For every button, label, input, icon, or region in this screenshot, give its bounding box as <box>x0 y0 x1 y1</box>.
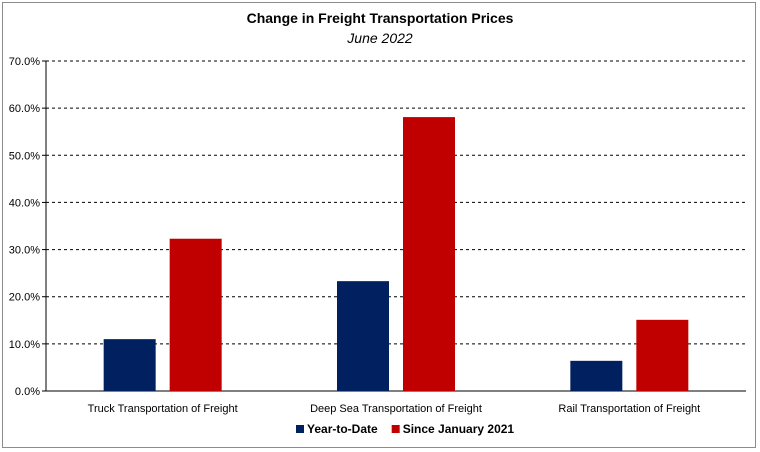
bar-since-january-2021 <box>403 117 455 391</box>
category-label: Truck Transportation of Freight <box>88 403 238 415</box>
legend-swatch <box>391 425 400 433</box>
legend-swatch <box>296 425 304 433</box>
bar-since-january-2021 <box>169 238 222 391</box>
y-tick-label: 70.0% <box>9 56 40 68</box>
y-tick-label: 40.0% <box>9 197 40 209</box>
legend-label: Since January 2021 <box>403 422 515 436</box>
y-tick-label: 60.0% <box>9 103 40 115</box>
y-tick-label: 0.0% <box>15 386 40 398</box>
bar-year-to-date <box>103 339 156 391</box>
category-label: Deep Sea Transportation of Freight <box>310 403 482 415</box>
y-tick-label: 50.0% <box>9 150 40 162</box>
legend-label: Year-to-Date <box>307 422 378 436</box>
category-label: Rail Transportation of Freight <box>558 403 700 415</box>
bar-since-january-2021 <box>636 319 689 391</box>
bar-year-to-date <box>337 281 389 391</box>
y-tick-label: 20.0% <box>9 292 40 304</box>
bar-year-to-date <box>570 360 623 391</box>
chart-title: Change in Freight Transportation Prices <box>246 10 514 26</box>
y-tick-label: 30.0% <box>9 245 40 257</box>
y-tick-label: 10.0% <box>9 339 40 351</box>
chart-subtitle: June 2022 <box>347 30 413 46</box>
